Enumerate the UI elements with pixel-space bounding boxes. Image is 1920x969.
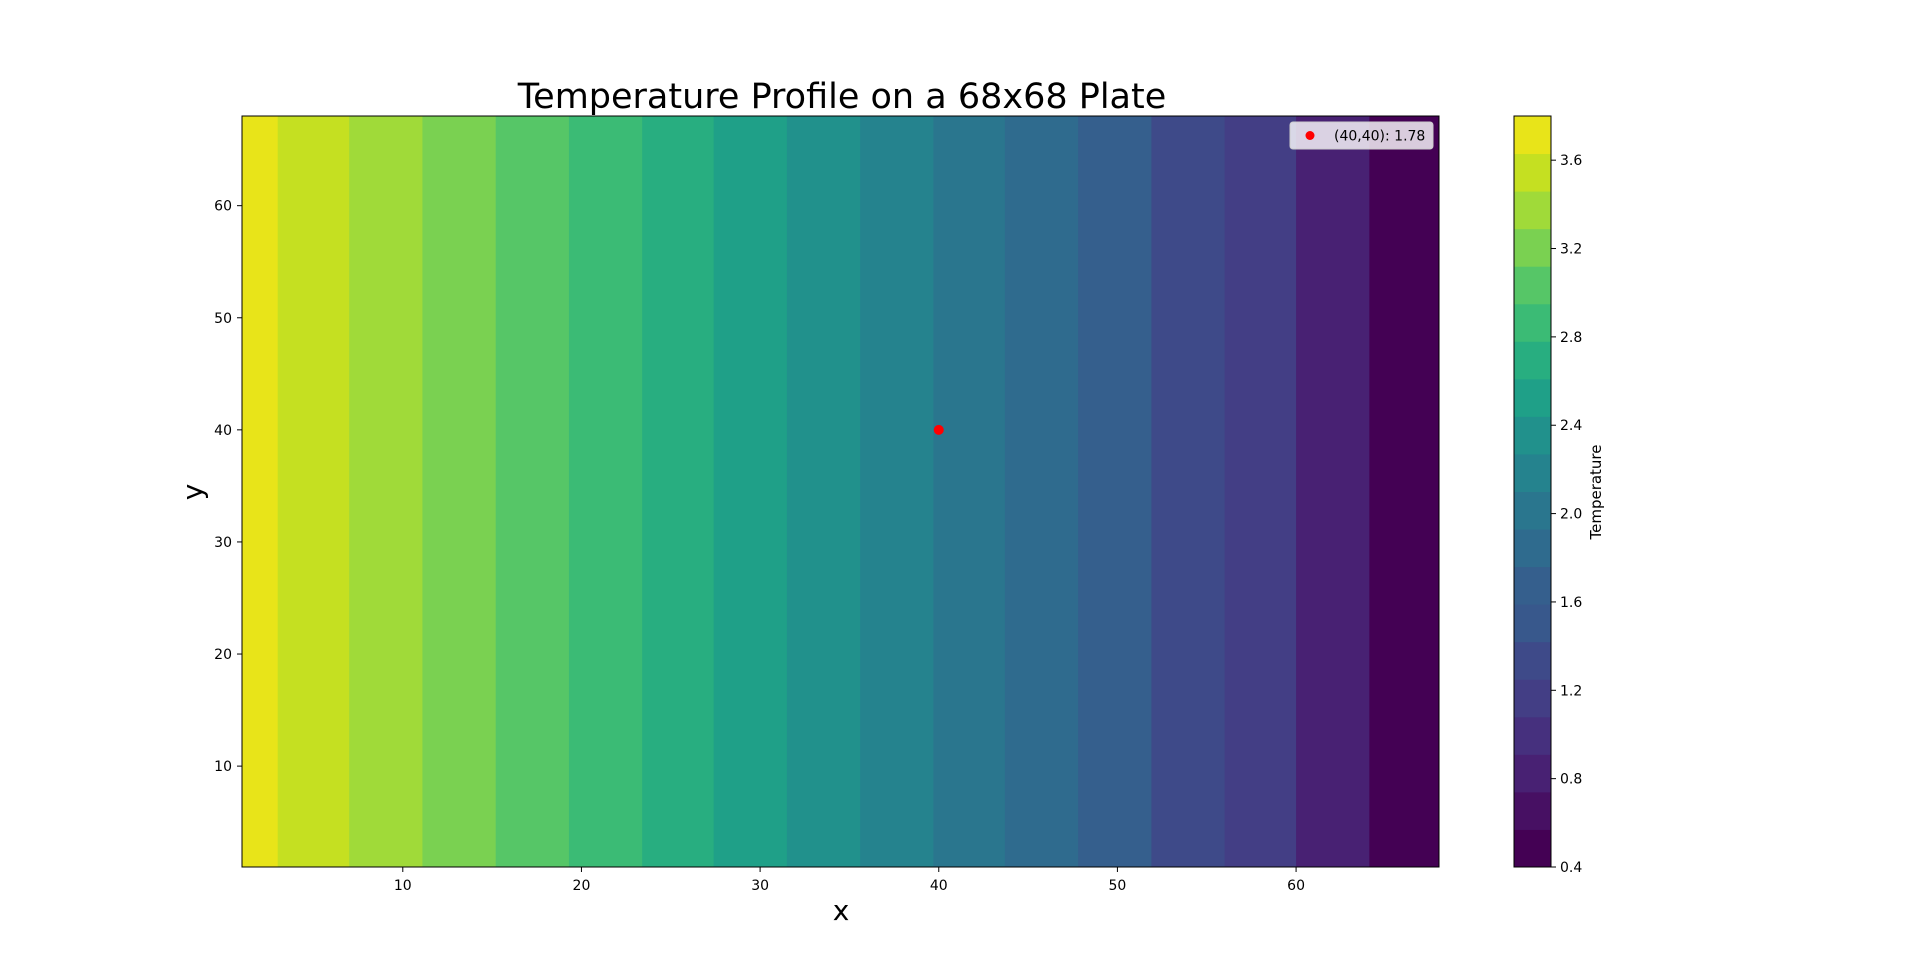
x-tick-label: 60 xyxy=(1287,878,1305,894)
contour-band-8 xyxy=(713,116,788,867)
colorbar-level-5 xyxy=(1514,679,1551,718)
contour-band-16 xyxy=(1296,116,1370,867)
colorbar-level-9 xyxy=(1514,529,1551,568)
colorbar-label: Temperature xyxy=(1587,444,1605,540)
marker-group xyxy=(933,424,944,435)
contour-band-15 xyxy=(1224,116,1297,867)
colorbar-tick-label: 0.4 xyxy=(1560,860,1582,876)
x-axis-label: x xyxy=(833,894,850,927)
colorbar-level-16 xyxy=(1514,266,1551,305)
colorbar-level-2 xyxy=(1514,791,1551,830)
x-tick-label: 20 xyxy=(573,878,591,894)
contour-band-1 xyxy=(242,116,279,867)
contour-band-9 xyxy=(786,116,861,867)
x-tick-label: 10 xyxy=(394,878,412,894)
colorbar-tick-label: 2.0 xyxy=(1560,507,1582,523)
colorbar-level-4 xyxy=(1514,716,1551,755)
x-tick-label: 50 xyxy=(1109,878,1127,894)
colorbar-frame xyxy=(1513,115,1552,868)
colorbar-level-1 xyxy=(1514,829,1551,868)
colorbar xyxy=(1514,116,1551,868)
contour-band-2 xyxy=(277,116,350,867)
contour-band-6 xyxy=(568,116,643,867)
colorbar-level-14 xyxy=(1514,341,1551,380)
colorbar-level-3 xyxy=(1514,754,1551,793)
colorbar-level-20 xyxy=(1514,116,1551,155)
contour-band-3 xyxy=(349,116,423,867)
y-axis-label: y xyxy=(176,484,209,501)
colorbar-tick-label: 1.2 xyxy=(1560,683,1582,699)
colorbar-level-11 xyxy=(1514,453,1551,492)
x-axis: 10 20 30 40 50 60 xyxy=(394,867,1305,894)
contour-band-4 xyxy=(422,116,497,867)
y-tick-label: 10 xyxy=(214,759,232,775)
y-tick-label: 20 xyxy=(214,647,232,663)
plot-frame xyxy=(241,115,1440,868)
contour-band-7 xyxy=(642,116,715,867)
y-axis: 10 20 30 40 50 60 xyxy=(214,199,242,775)
x-tick-label: 40 xyxy=(930,878,948,894)
contour-band-14 xyxy=(1151,116,1226,867)
y-tick-label: 40 xyxy=(214,423,232,439)
marker-point xyxy=(933,424,944,435)
contour-band-10 xyxy=(860,116,934,867)
colorbar-level-12 xyxy=(1514,416,1551,455)
colorbar-tick-label: 3.6 xyxy=(1560,153,1582,169)
contour-band-11 xyxy=(933,116,1006,867)
legend-box xyxy=(1289,121,1434,150)
colorbar-level-8 xyxy=(1514,566,1551,605)
y-tick-label: 60 xyxy=(214,199,232,215)
contour-band-12 xyxy=(1004,116,1079,867)
legend-label: (40,40): 1.78 xyxy=(1334,129,1425,145)
colorbar-level-7 xyxy=(1514,604,1551,643)
legend: (40,40): 1.78 xyxy=(1289,121,1434,150)
contour-band-5 xyxy=(495,116,570,867)
contour-band-17 xyxy=(1369,116,1440,867)
colorbar-level-18 xyxy=(1514,191,1551,230)
colorbar-tick-label: 2.8 xyxy=(1560,330,1582,346)
y-tick-label: 50 xyxy=(214,311,232,327)
colorbar-level-6 xyxy=(1514,641,1551,680)
colorbar-tick-label: 0.8 xyxy=(1560,772,1582,788)
colorbar-axis: 0.4 0.8 1.2 1.6 2.0 2.4 2.8 3.2 3.6 xyxy=(1551,153,1582,876)
chart-title: Temperature Profile on a 68x68 Plate xyxy=(517,77,1167,117)
contour-band-13 xyxy=(1078,116,1152,867)
colorbar-level-19 xyxy=(1514,153,1551,192)
colorbar-level-13 xyxy=(1514,378,1551,417)
x-tick-label: 30 xyxy=(751,878,769,894)
colorbar-level-17 xyxy=(1514,228,1551,267)
colorbar-level-10 xyxy=(1514,491,1551,530)
colorbar-tick-label: 2.4 xyxy=(1560,418,1582,434)
plot-area xyxy=(242,116,1440,867)
colorbar-tick-label: 3.2 xyxy=(1560,242,1582,258)
colorbar-level-15 xyxy=(1514,303,1551,342)
legend-marker xyxy=(1305,131,1315,140)
y-tick-label: 30 xyxy=(214,535,232,551)
colorbar-tick-label: 1.6 xyxy=(1560,595,1582,611)
